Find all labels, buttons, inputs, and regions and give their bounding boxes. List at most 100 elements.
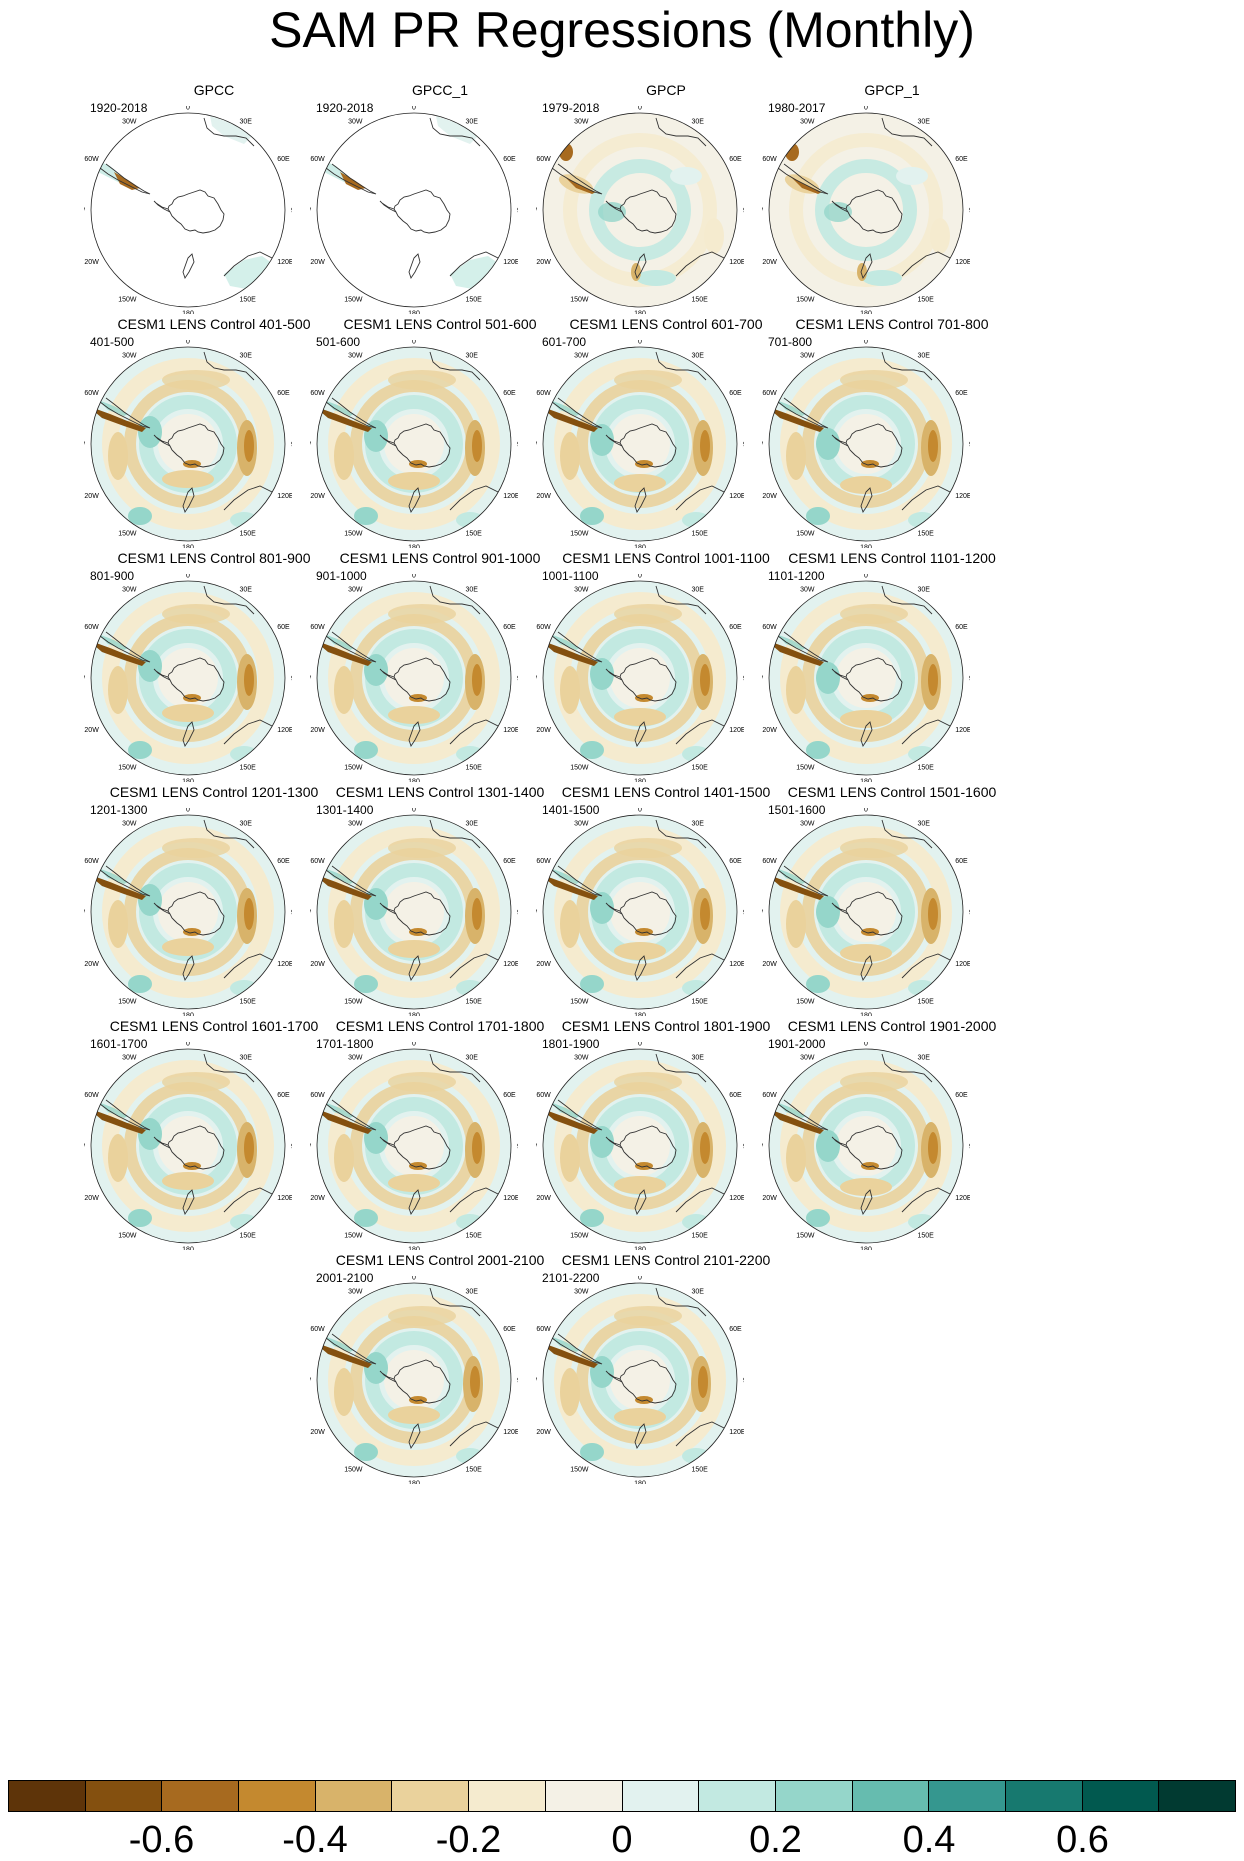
anomaly-blob [409, 928, 427, 936]
anomaly-blob [590, 1126, 614, 1158]
anomaly-blob [928, 1132, 938, 1164]
longitude-label: 0 [638, 808, 642, 814]
panel-period: 1920-2018 [90, 101, 148, 115]
longitude-label: 150E [240, 531, 257, 538]
anomaly-blob [930, 218, 950, 254]
antarctic-peninsula-coastline [831, 1136, 849, 1149]
map-boundary [90, 346, 286, 542]
longitude-label: 90W [536, 910, 537, 917]
anomaly-blob [840, 370, 908, 390]
antarctica-coastline [167, 657, 225, 702]
anomaly-blob [816, 896, 840, 928]
map-panel: CESM1 LENS Control 1001-1100 0 30E 60E 90E 12… [536, 550, 796, 820]
panel-period: 1401-1500 [542, 803, 600, 817]
longitude-label: 150W [570, 531, 589, 538]
anomaly-blob [543, 406, 598, 432]
anomaly-blob [334, 432, 354, 480]
panel-title: CESM1 LENS Control 2001-2100 [335, 1252, 545, 1268]
anomaly-blob [472, 430, 482, 462]
africa-coastline [655, 585, 707, 615]
anomaly-blob [590, 892, 614, 924]
anomaly-blob [138, 1118, 162, 1150]
longitude-label: 90E [969, 676, 970, 683]
longitude-label: 60E [277, 858, 290, 865]
map-boundary [768, 814, 964, 1010]
anomaly-blob [560, 666, 580, 714]
polar-map: 0 30E 60E 90E 120E 150E 180 150W 120W 90W 60W 30W [762, 1042, 970, 1250]
anomaly-blob [138, 416, 162, 448]
anomaly-blob [614, 370, 682, 390]
field-ring [589, 159, 691, 261]
longitude-label: 0 [412, 808, 416, 814]
longitude-label: 180 [634, 1013, 646, 1017]
longitude-label: 30E [466, 1288, 479, 1295]
longitude-label: 120E [277, 259, 292, 266]
panel-period: 801-900 [90, 569, 135, 583]
south-america-coastline [551, 1333, 603, 1365]
new-zealand-coastline [408, 1189, 421, 1216]
anomaly-blob [91, 640, 146, 666]
antarctica-coastline [167, 891, 225, 936]
longitude-label: 0 [864, 340, 868, 346]
panel-period: 1801-1900 [542, 1037, 600, 1051]
longitude-label: 30E [240, 352, 253, 359]
anomaly-blob [560, 1368, 580, 1416]
anomaly-blob [824, 202, 852, 222]
polar-map: 0 30E 60E 90E 120E 150E 180 150W 120W 90W 60W 30W [84, 574, 292, 782]
anomaly-blob [128, 741, 152, 759]
longitude-label: 30W [122, 820, 137, 827]
anomaly-blob [162, 938, 214, 956]
panel-title: CESM1 LENS Control 1301-1400 [335, 784, 545, 800]
anomaly-blob [456, 512, 484, 528]
new-zealand-coastline [634, 1189, 647, 1216]
anomaly-blob [598, 202, 626, 222]
longitude-label: 120W [84, 961, 99, 968]
longitude-label: 150E [466, 531, 483, 538]
longitude-label: 120E [729, 493, 744, 500]
longitude-label: 60W [310, 156, 325, 163]
antarctica-coastline [845, 423, 903, 468]
longitude-label: 90E [517, 1144, 518, 1151]
longitude-label: 120W [762, 493, 777, 500]
anomaly-blob [128, 507, 152, 525]
longitude-label: 60E [503, 858, 516, 865]
longitude-label: 120W [84, 727, 99, 734]
anomaly-blob [908, 512, 936, 528]
anomaly-blob [543, 874, 598, 900]
longitude-label: 30E [692, 586, 705, 593]
colorbar-tick-label: -0.2 [435, 1819, 502, 1861]
longitude-label: 60W [84, 858, 99, 865]
panel-period: 1601-1700 [90, 1037, 148, 1051]
anomaly-blob [776, 1102, 806, 1118]
anomaly-blob [162, 1072, 230, 1092]
longitude-label: 120W [762, 727, 777, 734]
polar-map: 0 30E 60E 90E 120E 150E 180 150W 120W 90W 60W 30W [84, 106, 292, 314]
antarctic-peninsula-coastline [153, 434, 171, 447]
anomaly-blob [682, 746, 710, 762]
panel-title: CESM1 LENS Control 1401-1500 [561, 784, 771, 800]
anomaly-blob [769, 874, 824, 900]
anomaly-blob [580, 507, 604, 525]
colorbar-swatch [622, 1781, 700, 1811]
anomaly-blob [98, 634, 128, 650]
anomaly-blob [364, 1122, 388, 1154]
south-america-coastline [99, 865, 151, 897]
field-core [158, 882, 218, 942]
panel-title: CESM1 LENS Control 1501-1600 [787, 784, 997, 800]
longitude-label: 120W [536, 1429, 551, 1436]
anomaly-blob [908, 1214, 936, 1230]
longitude-label: 30W [348, 352, 363, 359]
anomaly-blob [183, 1162, 201, 1170]
longitude-label: 120E [729, 1195, 744, 1202]
longitude-label: 30W [122, 586, 137, 593]
africa-coastline [429, 1287, 481, 1317]
longitude-label: 180 [634, 1247, 646, 1251]
map-field [317, 815, 511, 1009]
map-field [317, 1049, 511, 1243]
anomaly-blob [183, 928, 201, 936]
antarctic-peninsula-coastline [831, 902, 849, 915]
anomaly-blob [862, 270, 902, 286]
anomaly-blob [840, 1072, 908, 1092]
longitude-label: 120W [310, 727, 325, 734]
south-america-coastline [325, 865, 377, 897]
